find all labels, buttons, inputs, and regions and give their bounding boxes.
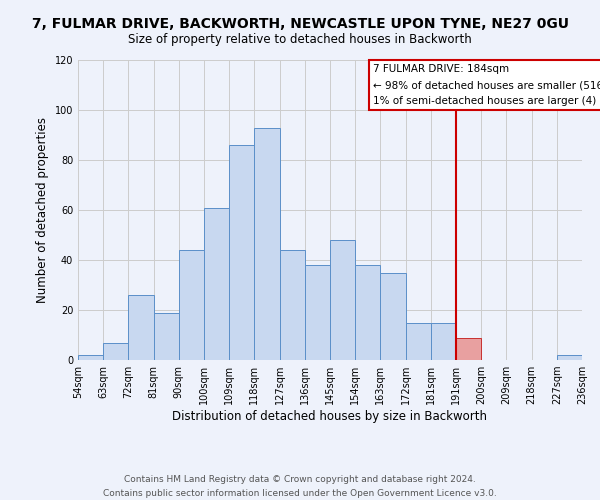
Bar: [280, 250, 305, 360]
Bar: [431, 322, 456, 360]
Text: Contains HM Land Registry data © Crown copyright and database right 2024.
Contai: Contains HM Land Registry data © Crown c…: [103, 476, 497, 498]
X-axis label: Distribution of detached houses by size in Backworth: Distribution of detached houses by size …: [173, 410, 487, 423]
Bar: [456, 338, 481, 360]
Text: Size of property relative to detached houses in Backworth: Size of property relative to detached ho…: [128, 32, 472, 46]
Bar: [103, 342, 128, 360]
Y-axis label: Number of detached properties: Number of detached properties: [36, 117, 49, 303]
Bar: [204, 208, 229, 360]
Bar: [254, 128, 280, 360]
Bar: [229, 145, 254, 360]
Bar: [355, 265, 380, 360]
Bar: [305, 265, 330, 360]
Bar: [557, 355, 582, 360]
Bar: [154, 312, 179, 360]
Text: 7, FULMAR DRIVE, BACKWORTH, NEWCASTLE UPON TYNE, NE27 0GU: 7, FULMAR DRIVE, BACKWORTH, NEWCASTLE UP…: [32, 18, 569, 32]
Bar: [380, 272, 406, 360]
Text: 7 FULMAR DRIVE: 184sqm
← 98% of detached houses are smaller (516)
1% of semi-det: 7 FULMAR DRIVE: 184sqm ← 98% of detached…: [373, 64, 600, 106]
Bar: [78, 355, 103, 360]
Bar: [179, 250, 204, 360]
Bar: [330, 240, 355, 360]
Bar: [128, 295, 154, 360]
Bar: [406, 322, 431, 360]
